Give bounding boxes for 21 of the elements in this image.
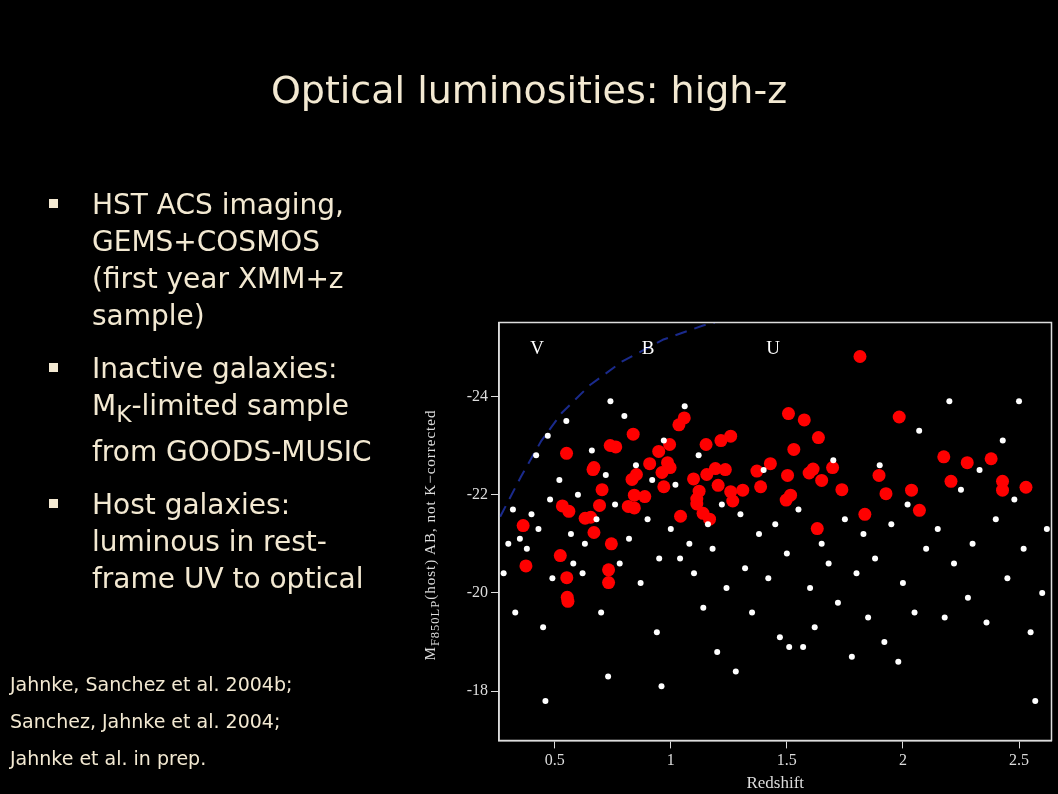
- text: HST ACS imaging, GEMS+COSMOS (first year XMM+z sample): [92, 187, 345, 334]
- annotation: B: [641, 337, 655, 359]
- text: Inactive galaxies: M$_{K}$-limited sample from GOODS-MUSIC: [92, 351, 373, 470]
- y-tick-label: -24: [466, 386, 488, 404]
- chart-title: Optical luminosities: high-z: [269, 68, 789, 112]
- x-tick-label: 2.5: [1009, 751, 1029, 769]
- text: Jahnke, Sanchez et al. 2004b;: [10, 672, 293, 697]
- x-tick-label: 0.5: [544, 751, 565, 769]
- x-tick-label: 2: [898, 751, 907, 769]
- text: Jahnke et al. in prep.: [10, 746, 208, 771]
- y-tick-label: -18: [466, 681, 488, 699]
- y-tick-label: -22: [466, 484, 488, 502]
- annotation: U: [766, 337, 780, 359]
- text: Sanchez, Jahnke et al. 2004;: [10, 709, 282, 734]
- x-tick-label: 1: [666, 751, 675, 769]
- text: Host galaxies: luminous in rest-frame UV to optical: [92, 486, 365, 597]
- x-tick-label: 1.5: [776, 751, 797, 769]
- x-axis-title: Redshift: [746, 773, 805, 793]
- annotation: V: [530, 337, 544, 359]
- line-series: [499, 322, 716, 518]
- y-tick-label: -20: [466, 583, 488, 601]
